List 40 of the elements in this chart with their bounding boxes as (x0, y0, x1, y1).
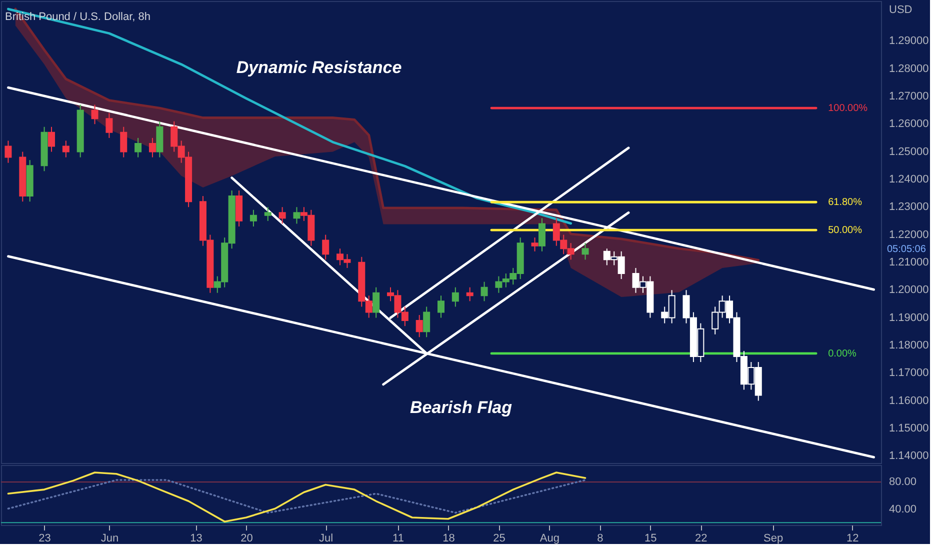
annotation: Bearish Flag (410, 398, 513, 417)
x-tick-label: Jun (100, 532, 119, 544)
series-label: 0.00% (828, 348, 857, 360)
x-tick-label: 18 (442, 532, 455, 544)
x-tick-label: 11 (392, 532, 404, 544)
y-tick-label: 1.21000 (889, 256, 929, 268)
x-tick-label: 22 (695, 532, 708, 544)
x-tick-label: 13 (190, 532, 202, 544)
x-tick-label: 25 (493, 532, 506, 544)
y-tick-label: 1.26000 (889, 118, 929, 130)
y-tick-label: 1.17000 (889, 367, 929, 380)
y-axis-title: USD (889, 4, 912, 16)
y-tick-label: 1.23000 (889, 201, 929, 214)
y-tick-label: 80.00 (889, 476, 917, 488)
y-tick-label: 1.14000 (889, 450, 929, 462)
x-tick-label: 8 (597, 532, 604, 544)
y-tick-label: 1.18000 (889, 339, 929, 352)
y-tick-label: 1.27000 (889, 90, 929, 102)
series-label: 100.00% (828, 103, 868, 114)
y-tick-label: 1.22000 (889, 228, 929, 241)
text: 05:05:06 (887, 244, 926, 255)
y-tick-label: 1.29000 (889, 35, 929, 48)
y-tick-label: 1.24000 (889, 173, 929, 186)
x-tick-label: 20 (240, 532, 253, 544)
x-tick-label: 12 (846, 532, 859, 544)
x-tick-label: Sep (764, 532, 784, 544)
y-tick-label: 1.20000 (889, 284, 929, 296)
series-label: 61.80% (828, 197, 862, 208)
x-tick-label: Jul (319, 532, 334, 544)
y-tick-label: 1.19000 (889, 312, 929, 324)
y-tick-label: 40.00 (889, 503, 917, 516)
x-tick-label: 23 (38, 532, 51, 544)
annotation: Dynamic Resistance (236, 58, 402, 77)
x-tick-label: 15 (644, 532, 657, 544)
y-tick-label: 1.28000 (889, 62, 929, 75)
y-tick-label: 1.25000 (889, 146, 929, 158)
x-tick-label: Aug (540, 532, 560, 544)
y-tick-label: 1.15000 (889, 422, 929, 434)
series-label: 50.00% (828, 225, 862, 236)
y-tick-label: 1.16000 (889, 394, 929, 407)
